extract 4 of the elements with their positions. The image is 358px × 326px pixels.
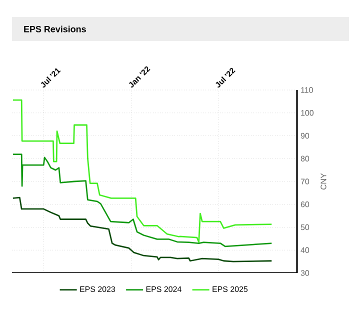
chart-title: EPS Revisions xyxy=(24,26,86,32)
line-series xyxy=(12,154,272,248)
line-series xyxy=(12,196,272,262)
line-series xyxy=(12,99,272,243)
